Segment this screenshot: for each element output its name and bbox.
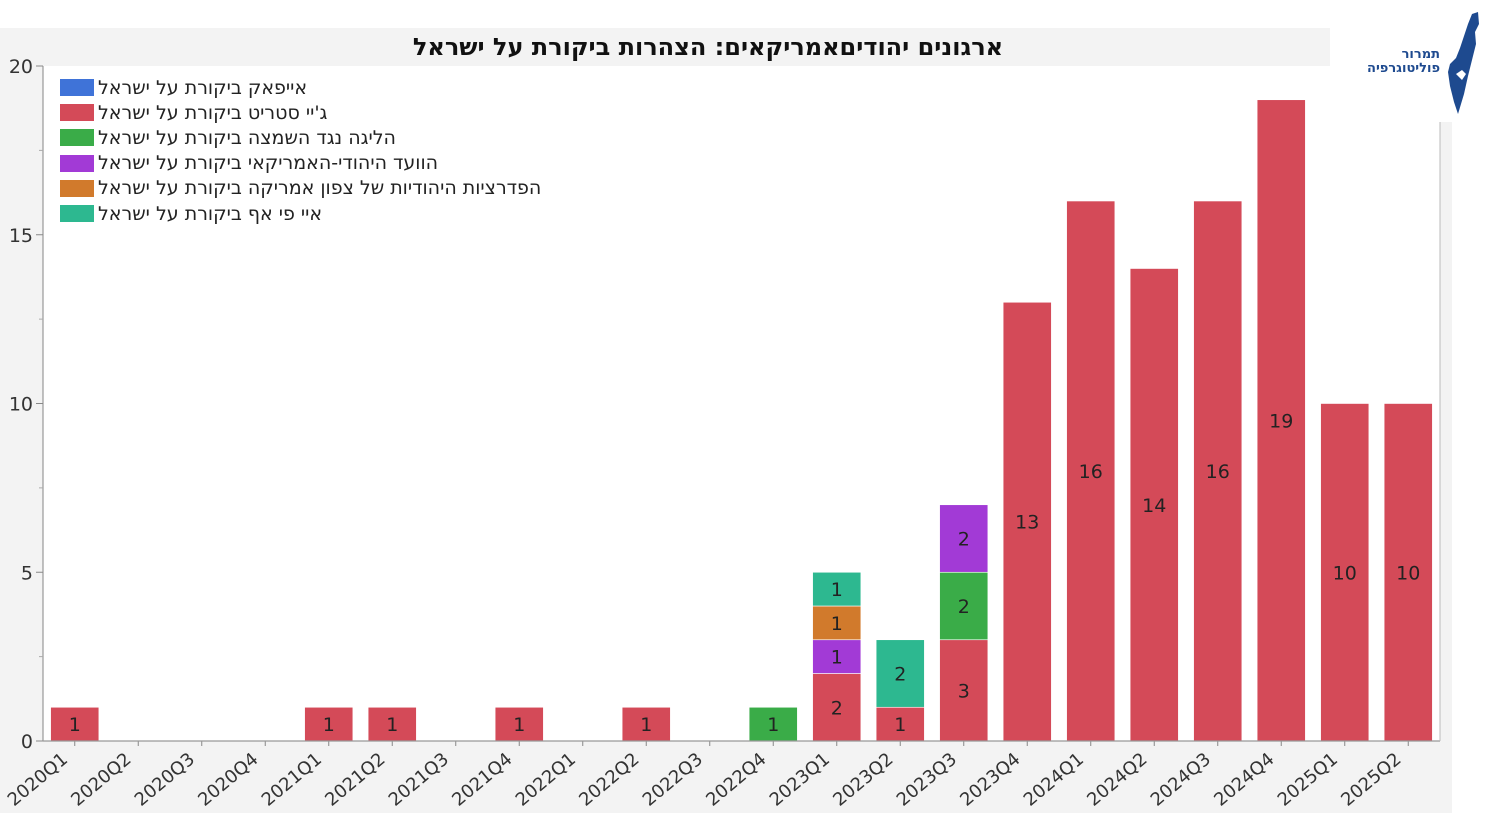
chart-title: ארגונים יהודיםאמריקאים: הצהרות ביקורת על… xyxy=(412,33,1004,61)
chart-legend: אייפאק ביקורת על ישראל ג'יי סטריט ביקורת … xyxy=(60,75,541,226)
x-tick-label: 2025Q2 xyxy=(1337,749,1405,811)
x-tick-label: 2020Q4 xyxy=(194,749,262,811)
logo-text: תמרור פוליטוגרפיה xyxy=(1330,48,1440,76)
data-label: 3 xyxy=(958,680,970,702)
legend-label: הוועד היהודי-האמריקאי ביקורת על ישראל xyxy=(98,152,439,175)
legend-swatch xyxy=(60,104,94,122)
x-tick-label: 2023Q2 xyxy=(829,749,897,811)
bar-segment xyxy=(367,706,417,742)
bar-segment xyxy=(621,706,671,742)
bar-segment xyxy=(50,706,100,742)
chart-canvas: 12020Q12020Q22020Q32020Q412021Q112021Q22… xyxy=(4,56,1441,811)
data-label: 2 xyxy=(958,529,970,551)
legend-entry: ג'יי סטריט ביקורת על ישראל xyxy=(60,100,541,125)
bar-segment xyxy=(939,504,989,573)
x-tick-label: 2023Q4 xyxy=(956,749,1024,811)
bar-segment xyxy=(1256,99,1306,742)
x-tick-label: 2025Q1 xyxy=(1274,749,1342,811)
bar-segment xyxy=(494,706,544,742)
bar-segment xyxy=(875,639,925,708)
x-tick-label: 2022Q4 xyxy=(702,749,770,811)
x-tick-label: 2022Q1 xyxy=(512,749,580,811)
y-tick-label: 20 xyxy=(9,56,33,78)
bar-segment xyxy=(812,673,862,742)
legend-entry: אייפאק ביקורת על ישראל xyxy=(60,75,541,100)
data-label: 10 xyxy=(1396,562,1420,584)
data-label: 1 xyxy=(831,613,843,635)
y-tick-label: 5 xyxy=(21,562,33,584)
israel-map-icon xyxy=(1448,12,1479,114)
bar-segment xyxy=(939,639,989,742)
x-tick-label: 2021Q2 xyxy=(321,749,389,811)
legend-swatch xyxy=(60,179,94,197)
bar-segment xyxy=(1193,200,1243,742)
data-label: 2 xyxy=(831,697,843,719)
data-label: 16 xyxy=(1079,461,1103,483)
data-label: 1 xyxy=(69,714,81,736)
bar-segment xyxy=(812,639,862,674)
bar-segment xyxy=(748,706,798,742)
legend-label: אייפאק ביקורת על ישראל xyxy=(98,76,308,99)
data-label: 1 xyxy=(831,647,843,669)
x-tick-label: 2021Q4 xyxy=(448,749,516,811)
x-tick-label: 2022Q3 xyxy=(639,749,707,811)
x-tick-label: 2020Q1 xyxy=(4,749,72,811)
bar-segment xyxy=(1383,403,1433,742)
data-label: 19 xyxy=(1269,410,1293,432)
data-label: 1 xyxy=(831,579,843,601)
y-tick-label: 0 xyxy=(21,731,33,753)
data-label: 16 xyxy=(1206,461,1230,483)
y-tick-label: 15 xyxy=(9,225,33,247)
data-label: 1 xyxy=(513,714,525,736)
bar-segment xyxy=(939,571,989,641)
x-tick-label: 2023Q3 xyxy=(893,749,961,811)
logo-line-1: תמרור xyxy=(1401,47,1440,62)
data-label: 1 xyxy=(323,714,335,736)
x-tick-label: 2022Q2 xyxy=(575,749,643,811)
data-label: 14 xyxy=(1142,495,1166,517)
y-tick-label: 10 xyxy=(9,394,33,416)
legend-swatch xyxy=(60,205,94,223)
bar-segment xyxy=(812,571,862,607)
x-tick-label: 2021Q3 xyxy=(385,749,453,811)
legend-label: ג'יי סטריט ביקורת על ישראל xyxy=(98,101,328,124)
data-label: 1 xyxy=(386,714,398,736)
bar-segment xyxy=(1002,301,1052,742)
data-label: 2 xyxy=(894,664,906,686)
brand-logo[interactable]: תמרור פוליטוגרפיה xyxy=(1330,10,1482,122)
x-tick-label: 2023Q1 xyxy=(766,749,834,811)
legend-label: איי פי אף ביקורת על ישראל xyxy=(98,202,323,225)
x-tick-label: 2024Q2 xyxy=(1083,749,1151,811)
bar-segment xyxy=(812,605,862,641)
x-tick-label: 2024Q1 xyxy=(1020,749,1088,811)
legend-swatch xyxy=(60,154,94,172)
x-tick-label: 2020Q2 xyxy=(67,749,135,811)
x-tick-label: 2024Q4 xyxy=(1210,749,1278,811)
bar-segment xyxy=(1066,200,1116,742)
x-tick-label: 2020Q3 xyxy=(131,749,199,811)
data-label: 13 xyxy=(1015,512,1039,534)
bar-segment xyxy=(304,706,354,742)
legend-label: הליגה נגד השמצה ביקורת על ישראל xyxy=(98,126,396,149)
data-label: 10 xyxy=(1333,562,1357,584)
bar-segment xyxy=(1129,268,1179,742)
legend-entry: הפדרציות היהודיות של צפון אמריקה ביקורת … xyxy=(60,176,541,201)
title-band xyxy=(0,28,1326,66)
logo-line-2: פוליטוגרפיה xyxy=(1367,61,1440,76)
legend-entry: איי פי אף ביקורת על ישראל xyxy=(60,201,541,226)
bar-segment xyxy=(1320,403,1370,742)
legend-swatch xyxy=(60,79,94,97)
bar-segment xyxy=(875,706,925,742)
legend-swatch xyxy=(60,129,94,147)
data-label: 1 xyxy=(894,714,906,736)
legend-label: הפדרציות היהודיות של צפון אמריקה ביקורת … xyxy=(98,177,542,200)
x-tick-label: 2024Q3 xyxy=(1147,749,1215,811)
data-label: 1 xyxy=(640,714,652,736)
data-label: 2 xyxy=(958,596,970,618)
legend-entry: הליגה נגד השמצה ביקורת על ישראל xyxy=(60,125,541,150)
legend-entry: הוועד היהודי-האמריקאי ביקורת על ישראל xyxy=(60,151,541,176)
x-tick-label: 2021Q1 xyxy=(258,749,326,811)
data-label: 1 xyxy=(767,714,779,736)
